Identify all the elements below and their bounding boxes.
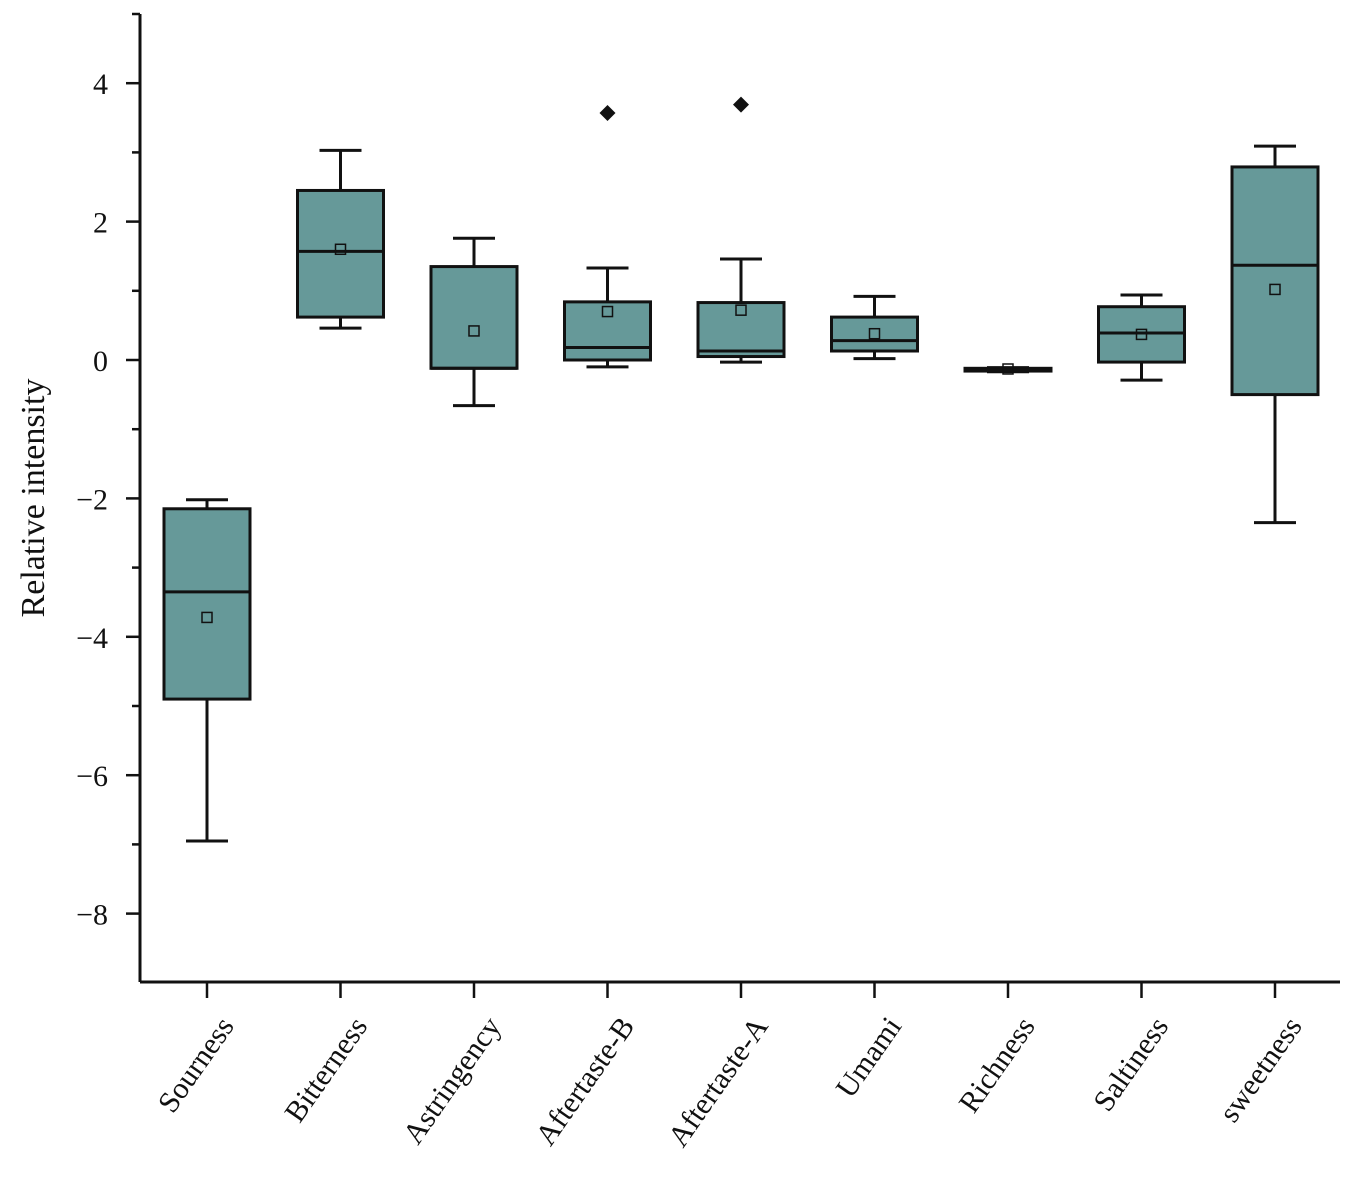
box-sweetness: [1230, 144, 1320, 525]
x-axis-ticks: Sourness Bitterness Astringency Aftertaste-…: [152, 982, 1309, 1153]
box-richness: [963, 363, 1053, 375]
box-sourness: [162, 498, 252, 843]
y-tick-label: −4: [76, 622, 108, 655]
box-umami: [830, 294, 919, 361]
box-saltiness: [1097, 293, 1186, 382]
x-tick-label: Bitterness: [278, 1011, 374, 1128]
axes: [138, 14, 1340, 984]
box-iqr: [563, 300, 652, 362]
x-tick-label: sweetness: [1213, 1011, 1309, 1128]
x-tick-label: Aftertaste-B: [529, 1011, 641, 1151]
y-axis-title: Relative intensity: [15, 379, 52, 618]
y-tick-label: 4: [93, 68, 108, 101]
mean-marker: [868, 327, 881, 340]
box-iqr: [429, 265, 519, 370]
boxes: [162, 96, 1320, 843]
mean-marker: [334, 243, 347, 256]
mean-marker: [1135, 328, 1148, 341]
box-aftertaste-a: [696, 96, 786, 364]
y-tick-label: 0: [93, 345, 108, 378]
box-iqr: [162, 507, 252, 701]
outlier-point: [733, 96, 749, 113]
mean-marker: [1002, 363, 1014, 375]
box-iqr: [696, 301, 786, 359]
x-tick-label: Richness: [953, 1011, 1042, 1119]
box-astringency: [429, 236, 519, 408]
mean-marker: [601, 305, 614, 318]
y-tick-label: −6: [76, 760, 108, 793]
box-iqr: [1230, 165, 1320, 397]
mean-marker: [468, 325, 480, 337]
mean-marker: [735, 304, 747, 316]
x-tick-label: Umami: [830, 1011, 909, 1104]
box-aftertaste-b: [563, 104, 652, 369]
y-tick-label: −8: [76, 899, 108, 932]
mean-marker: [201, 611, 213, 624]
y-axis-ticks: 4 2 0 −2 −4 −6 −8: [76, 12, 140, 932]
y-tick-label: −2: [76, 483, 108, 516]
box-bitterness: [296, 148, 385, 330]
x-tick-label: Astringency: [397, 1011, 508, 1150]
mean-marker: [1269, 283, 1281, 296]
x-tick-label: Sourness: [152, 1011, 241, 1119]
box-iqr: [830, 315, 919, 353]
y-tick-label: 2: [93, 207, 108, 240]
x-tick-label: Saltiness: [1087, 1011, 1175, 1117]
x-tick-label: Aftertaste-A: [662, 1011, 775, 1153]
outlier-point: [599, 104, 616, 121]
